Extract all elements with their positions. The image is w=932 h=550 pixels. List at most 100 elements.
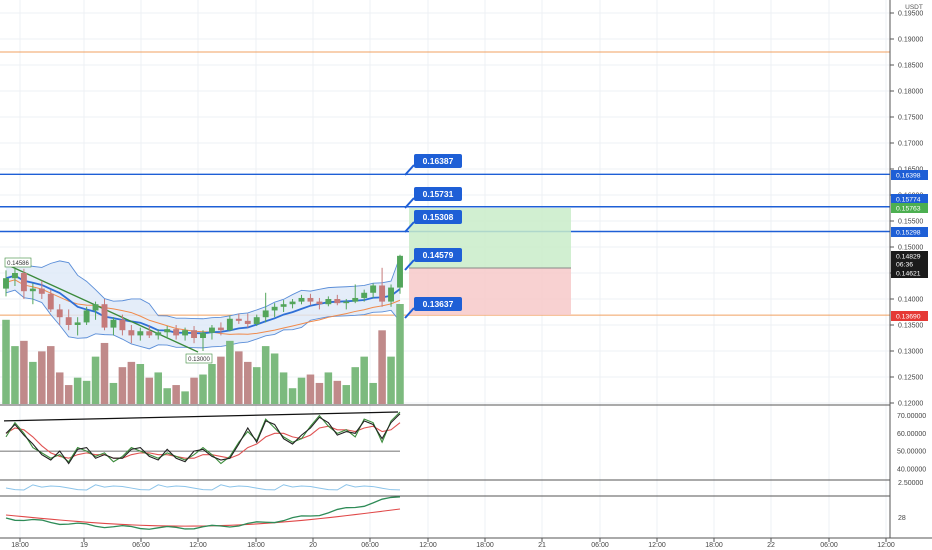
volume-bar: [252, 367, 261, 404]
volume-bar: [351, 367, 359, 404]
time-tick-label: 12:00: [189, 542, 207, 549]
volume-bar: [333, 380, 342, 404]
candle: [164, 326, 171, 338]
price-axis-tag: 0.15763: [891, 203, 928, 213]
price-axis-tag: 06:36: [891, 259, 928, 269]
price-axis-tag: 0.14829: [891, 251, 928, 261]
svg-text:0.15298: 0.15298: [896, 230, 921, 237]
candle: [101, 299, 108, 331]
bollinger-upper: [5, 256, 401, 320]
candle: [146, 325, 153, 338]
time-tick-label: 06:00: [361, 542, 379, 549]
volume-bar: [154, 372, 162, 404]
price-axis-tag: 0.13690: [891, 311, 928, 321]
price-tick-label: 0.19500: [898, 11, 923, 18]
volume-bar: [324, 372, 333, 404]
candle: [11, 268, 18, 286]
candle: [155, 329, 162, 340]
osc-tick-label: 70.00000: [897, 413, 926, 420]
volume-bar: [297, 377, 306, 404]
svg-text:0.16398: 0.16398: [896, 173, 921, 180]
volume-bar: [360, 356, 368, 404]
volume-bar: [190, 377, 198, 404]
candle: [217, 322, 224, 336]
candle: [29, 283, 36, 305]
candle: [182, 327, 189, 341]
candle: [173, 325, 180, 340]
candle: [388, 284, 395, 307]
candle: [316, 297, 323, 310]
ind3-signal-line: [5, 508, 401, 527]
candle: [65, 309, 72, 331]
svg-text:0.14829: 0.14829: [896, 254, 921, 261]
candle: [20, 268, 27, 299]
volume-bar: [288, 388, 297, 404]
price-tick-label: 0.17000: [898, 141, 923, 148]
volume-bar: [136, 364, 145, 404]
volume-bar: [100, 342, 109, 404]
volume-bar: [38, 351, 46, 404]
volume-bar: [181, 391, 189, 404]
candle: [191, 326, 198, 344]
candle: [334, 294, 341, 306]
ind3-main-line: [5, 496, 401, 530]
candle: [343, 299, 350, 310]
candle: [119, 314, 126, 336]
candle: [74, 317, 81, 336]
time-tick-label: 12:00: [877, 542, 895, 549]
volume-bar: [387, 356, 395, 404]
ind3-tick-label: 28: [898, 515, 906, 522]
volume-bar: [73, 377, 82, 404]
currency-label: USDT: [905, 4, 923, 11]
candle: [325, 296, 332, 307]
candle: [253, 314, 260, 327]
candle: [289, 299, 296, 309]
volume-bar: [279, 372, 288, 404]
price-callout-1-text: 0.16387: [423, 156, 454, 166]
time-tick-label: 18:00: [476, 542, 494, 549]
time-tick-label: 18:00: [11, 542, 29, 549]
volume-bar: [64, 385, 73, 404]
time-axis[interactable]: 18:00 19 06:00 12:00 18:00 20 06:00 12:00 18:00 2…: [11, 538, 895, 549]
price-callout-4[interactable]: 0.14579: [404, 248, 462, 271]
ind2-tick-label: 2.50000: [898, 480, 923, 487]
time-tick-label: 06:00: [591, 542, 609, 549]
price-tick-label: 0.15000: [898, 245, 923, 252]
low-annotation-text: 0.13000: [188, 357, 210, 363]
candle: [3, 270, 9, 297]
volume-bar: [226, 340, 234, 404]
volume-bar: [172, 385, 180, 404]
candle: [226, 315, 233, 332]
price-tick-label: 0.18000: [898, 89, 923, 96]
osc-tick-label: 60.00000: [897, 431, 926, 438]
volume-bar: [378, 330, 386, 404]
volume-bar: [145, 377, 154, 404]
volume-bar: [20, 340, 28, 404]
volume-bar: [315, 382, 324, 404]
candle: [92, 301, 99, 320]
volume-bar: [199, 374, 207, 404]
price-callout-5[interactable]: 0.13637: [404, 297, 462, 319]
price-tick-label: 0.14000: [898, 297, 923, 304]
volume-bar: [244, 361, 252, 404]
candle: [137, 327, 144, 341]
time-tick-label: 06:00: [820, 542, 838, 549]
price-callout-1[interactable]: 0.16387: [404, 154, 462, 176]
price-callout-3[interactable]: 0.15308: [404, 210, 462, 233]
volume-bar: [261, 346, 270, 404]
candle: [361, 289, 368, 302]
momentum-indicator: [5, 496, 401, 530]
volume-bar: [29, 361, 37, 404]
volume-bars: [2, 304, 404, 404]
candle: [307, 293, 314, 306]
price-tick-label: 0.12000: [898, 401, 923, 408]
candle: [38, 280, 45, 299]
volume-bar: [208, 364, 216, 404]
osc-tick-label: 50.00000: [897, 449, 926, 456]
price-callout-2[interactable]: 0.15731: [404, 187, 462, 209]
candle: [280, 300, 287, 312]
volume-bar: [118, 367, 127, 404]
candle: [83, 306, 90, 325]
volume-bar: [235, 351, 243, 404]
